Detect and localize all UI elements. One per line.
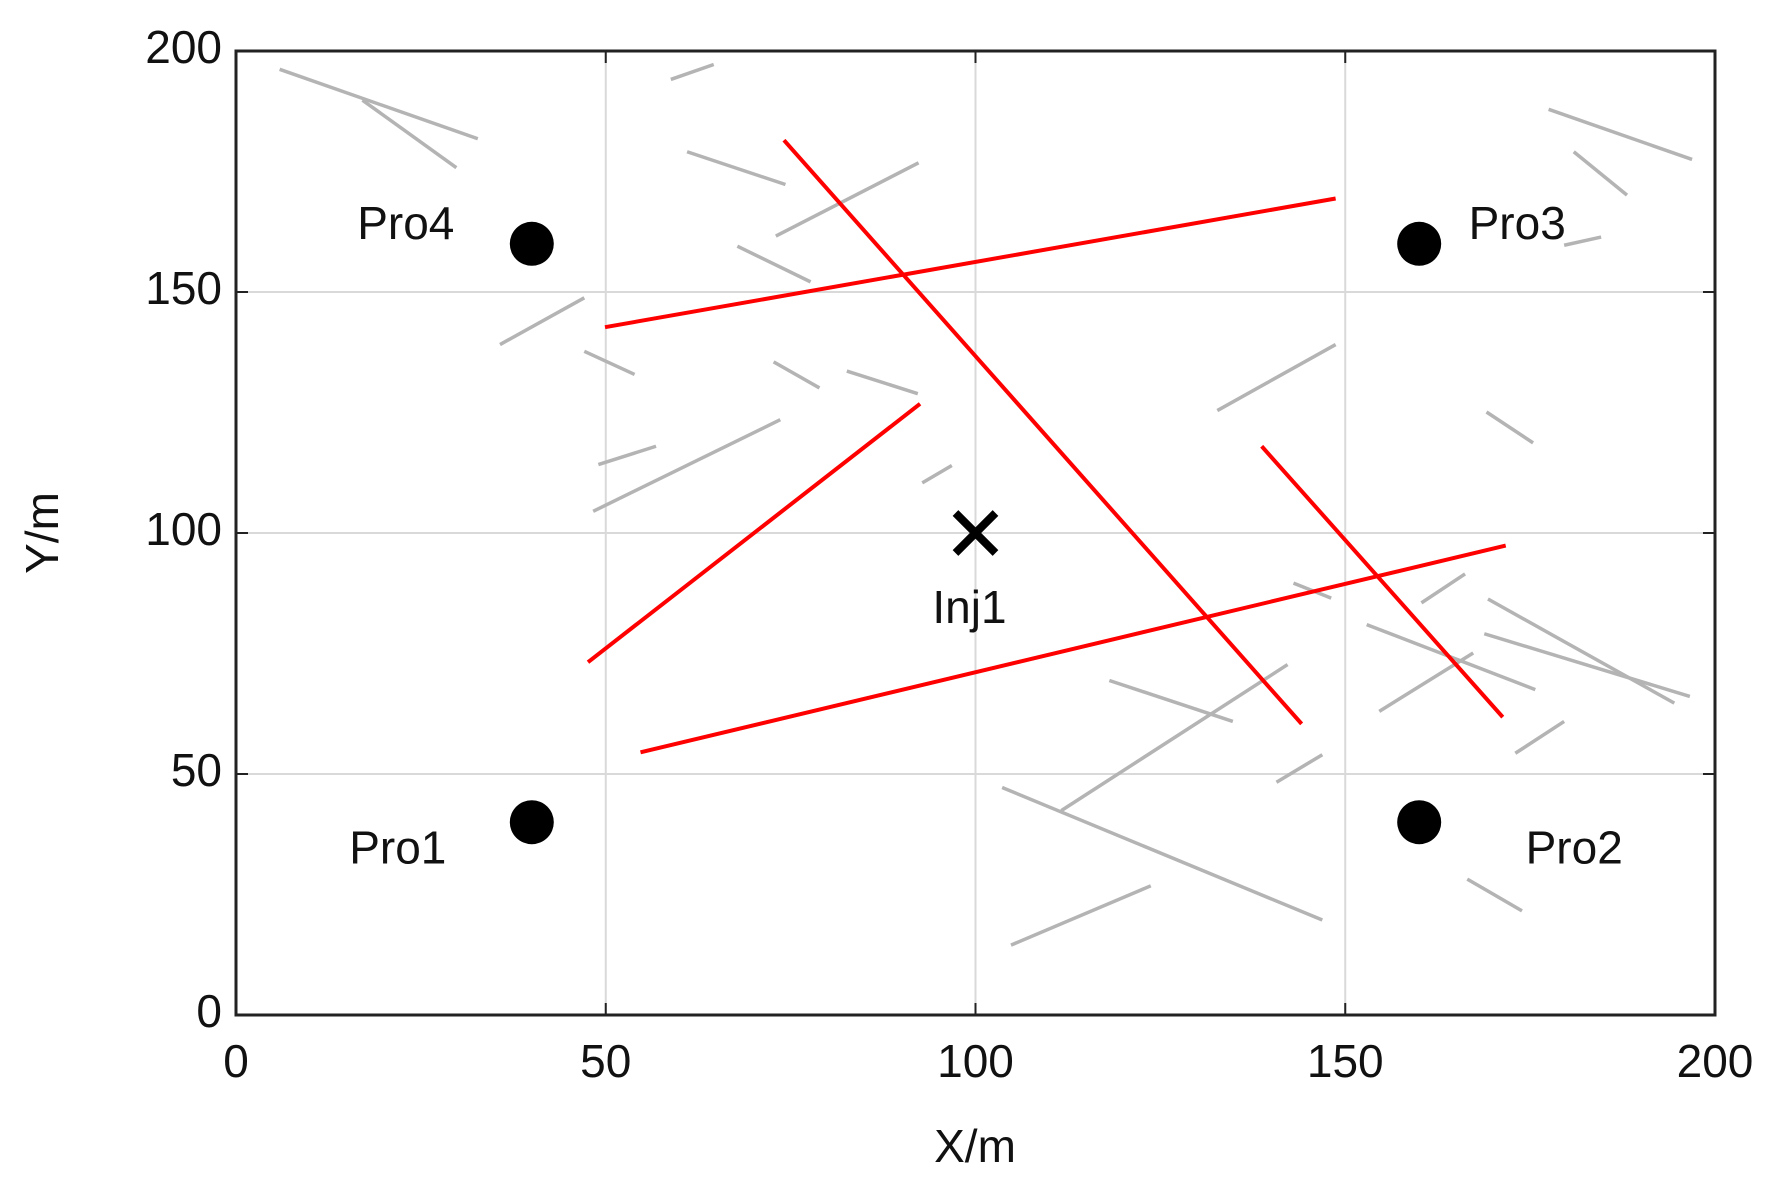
fracture [1378,651,1475,713]
well-label: Inj1 [932,581,1006,633]
well-label: Pro3 [1469,197,1566,249]
well-marker [1397,800,1442,845]
fracture [592,418,782,513]
fracture [1260,444,1505,719]
fracture [586,402,922,664]
fracture [1060,663,1289,813]
fracture [1420,572,1467,605]
x-tick-label: 100 [937,1035,1014,1087]
y-tick-label: 50 [171,744,222,796]
y-tick-label: 100 [145,503,222,555]
fracture [1548,107,1693,162]
fracture [782,138,1304,726]
fracture [597,444,657,467]
well-label: Pro4 [357,197,454,249]
fracture [1466,877,1523,913]
fracture [1572,150,1629,197]
well-label: Pro1 [349,821,446,873]
fracture [921,464,953,485]
well-marker [509,221,554,266]
fracture [1563,235,1602,247]
well-label: Pro2 [1526,821,1623,873]
fracture [1216,343,1337,413]
fracture [1275,753,1324,784]
fracture [361,98,458,170]
plot-frame [234,49,1717,1017]
fracture [1514,719,1566,755]
fracture [1010,884,1152,947]
y-tick-label: 200 [145,21,222,73]
fracture [775,161,920,238]
fracture [1108,678,1234,724]
fracture [1483,632,1691,699]
fracture [736,244,812,284]
fracture [279,67,479,141]
y-tick-label: 150 [145,262,222,314]
fracture [670,62,715,82]
x-tick-label: 0 [223,1035,249,1087]
well-marker [952,510,999,556]
fracture [686,150,787,187]
fracture [772,360,821,390]
well-marker [509,800,554,845]
fracture [499,296,586,347]
x-tick-label: 200 [1677,1035,1754,1087]
fracture [1487,597,1676,705]
x-axis-label: X/m [934,1120,1016,1172]
y-tick-label: 0 [196,985,222,1037]
fracture [1001,785,1323,922]
fracture [604,196,1336,330]
fracture [640,543,1507,755]
y-axis-label: Y/m [16,492,68,574]
fracture [846,369,919,396]
x-tick-label: 50 [580,1035,631,1087]
fracture [583,349,636,377]
well-marker [1397,221,1442,266]
fracture [1485,410,1535,445]
x-tick-label: 150 [1307,1035,1384,1087]
